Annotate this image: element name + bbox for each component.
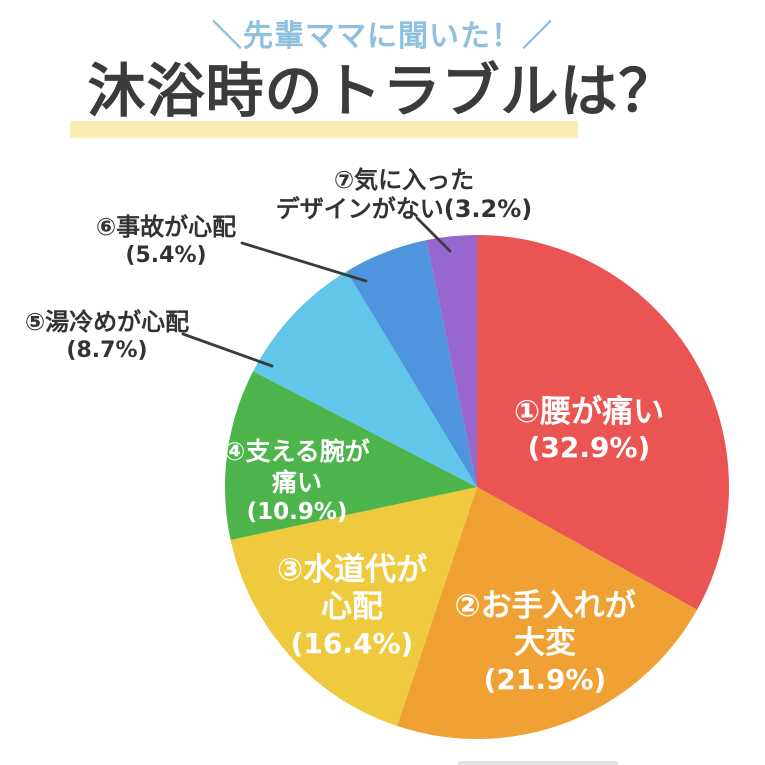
pie-segment-4 xyxy=(225,371,477,540)
pie-segment-6 xyxy=(346,240,477,487)
pie-slices-group xyxy=(225,235,729,740)
segment-3-name-line1: ③水道代が xyxy=(276,552,428,588)
segment-7-name-line2: デザインがない(3.2%) xyxy=(275,195,533,223)
segment-7-name-line1: ⑦気に入った xyxy=(333,166,475,194)
segment-label-1: ①腰が痛い (32.9%) xyxy=(514,393,664,465)
pie-segment-3 xyxy=(230,487,477,727)
segment-2-percent: (21.9%) xyxy=(483,663,607,696)
segment-3-percent: (16.4%) xyxy=(290,627,414,660)
segment-4-percent: (10.9%) xyxy=(246,499,348,525)
title-highlight-bar xyxy=(70,121,578,138)
leader-line-segment-7 xyxy=(415,216,452,253)
segment-label-4: ④支える腕が 痛い (10.9%) xyxy=(224,436,369,526)
page-title: 沐浴時のトラブルは？ xyxy=(87,57,678,125)
segment-label-2: ②お手入れが 大変 (21.9%) xyxy=(454,588,635,697)
segment-label-6: ⑥事故が心配 (5.4%) xyxy=(96,213,236,269)
pie-segment-5 xyxy=(253,271,477,487)
segment-2-name-line2: 大変 xyxy=(514,625,576,661)
segment-3-name-line2: 心配 xyxy=(321,589,383,625)
leader-line-segment-6 xyxy=(240,241,368,283)
segment-label-3: ③水道代が 心配 (16.4%) xyxy=(277,552,427,661)
segment-5-percent: (8.7%) xyxy=(66,338,148,363)
segment-4-name-line2: 痛い xyxy=(271,468,323,497)
segment-label-5: ⑤湯冷めが心配 (8.7%) xyxy=(25,308,189,364)
segment-6-percent: (5.4%) xyxy=(125,243,207,268)
segment-2-name-line1: ②お手入れが xyxy=(454,588,636,624)
subtitle: ＼先輩ママに聞いた！／ xyxy=(212,19,553,54)
segment-6-name: ⑥事故が心配 xyxy=(95,213,237,241)
pie-segment-2 xyxy=(397,487,698,740)
segment-label-7: ⑦気に入った デザインがない(3.2%) xyxy=(276,166,533,224)
segment-1-percent: (32.9%) xyxy=(527,431,651,464)
pie-segment-7 xyxy=(426,235,477,487)
segment-1-name: ①腰が痛い xyxy=(513,394,665,430)
cropped-text-artifact xyxy=(458,761,618,765)
pie-segment-1 xyxy=(477,235,729,610)
leader-lines-group xyxy=(181,216,452,368)
segment-5-name: ⑤湯冷めが心配 xyxy=(24,308,190,336)
segment-4-name-line1: ④支える腕が xyxy=(224,437,370,466)
leader-line-segment-5 xyxy=(181,332,274,368)
